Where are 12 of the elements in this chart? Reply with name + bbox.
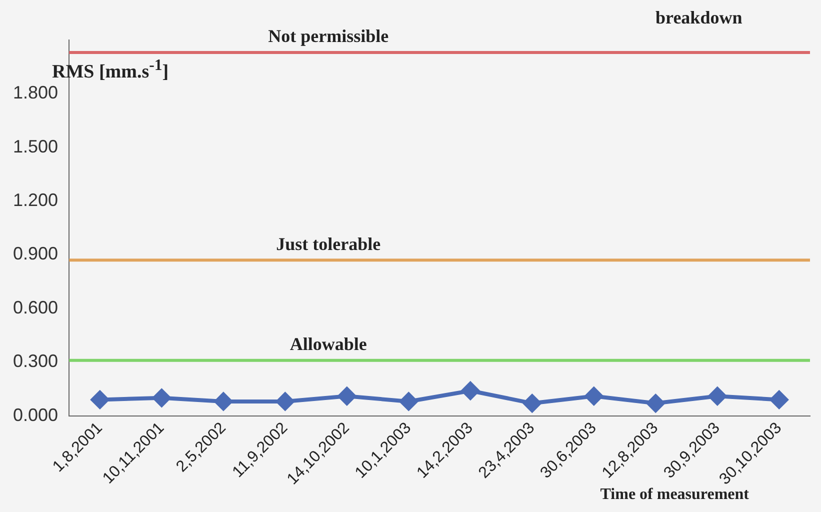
ref-line-label: Just tolerable bbox=[276, 234, 381, 254]
y-tick-label: 0.000 bbox=[12, 404, 58, 425]
y-tick-label: 1.500 bbox=[12, 136, 58, 156]
y-tick-label: 0.600 bbox=[12, 297, 58, 318]
text: breakdown bbox=[656, 8, 742, 28]
ref-line-label: Not permissible bbox=[268, 26, 389, 46]
y-tick-label: 0.300 bbox=[12, 351, 58, 372]
y-tick-label: 1.200 bbox=[12, 190, 58, 210]
ref-line-label: Allowable bbox=[290, 334, 367, 354]
y-tick-label: 1.800 bbox=[12, 82, 58, 103]
x-axis-title: Time of measurement bbox=[600, 486, 749, 504]
y-tick-label: 0.900 bbox=[12, 244, 58, 264]
